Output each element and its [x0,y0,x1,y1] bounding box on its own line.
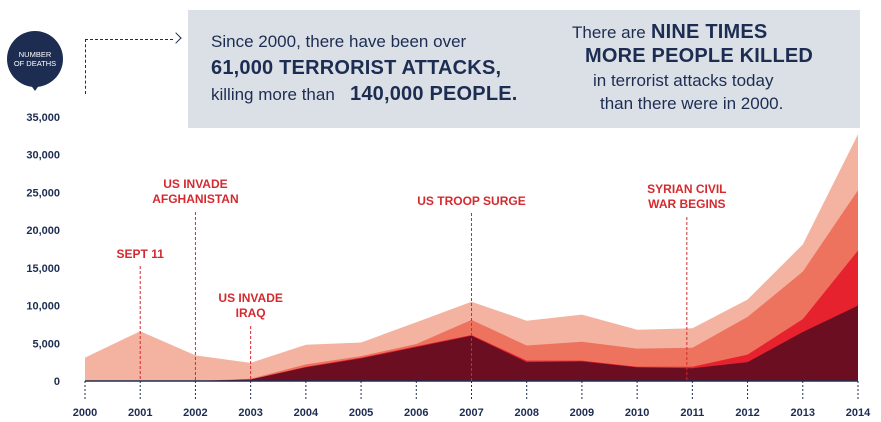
x-tick-label: 2012 [735,407,759,419]
annotation-label: US INVADE [163,177,227,191]
multiplier-nine-times: NINE TIMES [651,21,768,43]
multiplier-line-4: than there were in 2000. [600,94,784,113]
y-tick-label: 15,000 [26,263,60,275]
x-tick-label: 2007 [459,407,483,419]
annotation-label-line-2: AFGHANISTAN [152,192,238,206]
summary-deaths-count: 140,000 PEOPLE. [350,83,518,105]
deaths-multiplier-panel [540,10,860,128]
badge-pointer [30,84,40,91]
x-tick-label: 2014 [846,407,871,419]
x-tick-label: 2008 [514,407,538,419]
x-tick-label: 2001 [128,407,152,419]
multiplier-line-3: in terrorist attacks today [593,71,774,90]
x-tick-label: 2003 [238,407,262,419]
badge-line-2: OF DEATHS [13,59,57,68]
multiplier-more-people-killed: MORE PEOPLE KILLED [585,45,814,67]
y-tick-label: 10,000 [26,301,60,313]
x-tick-label: 2006 [404,407,428,419]
attacks-summary-panel [188,10,583,128]
y-tick-label: 25,000 [26,187,60,199]
y-tick-label: 20,000 [26,225,60,237]
x-tick-label: 2000 [73,407,97,419]
summary-line-1: Since 2000, there have been over [211,32,467,51]
x-tick-label: 2013 [791,407,815,419]
y-tick-label: 35,000 [26,112,60,124]
x-tick-label: 2005 [349,407,373,419]
summary-line-3: killing more than [211,85,335,104]
y-tick-label: 5,000 [32,338,60,350]
y-tick-label: 0 [54,376,60,388]
annotation-label-line-2: WAR BEGINS [648,197,725,211]
badge-line-1: NUMBER [18,50,52,59]
x-tick-label: 2009 [570,407,594,419]
x-tick-label: 2004 [294,407,319,419]
annotation-label: US INVADE [218,291,282,305]
x-tick-label: 2011 [680,407,704,419]
summary-attacks-count: 61,000 TERRORIST ATTACKS, [211,57,502,79]
y-axis-title-badge: NUMBER OF DEATHS [7,31,63,87]
y-tick-label: 30,000 [26,150,60,162]
pointer-line-horizontal [85,39,173,40]
annotation-label-line-2: IRAQ [236,306,266,320]
x-tick-label: 2002 [183,407,207,419]
pointer-line-vertical [85,39,86,94]
multiplier-line-1: There are [572,23,646,42]
annotation-label: US TROOP SURGE [417,194,525,208]
annotation-label: SEPT 11 [117,247,165,261]
annotation-label: SYRIAN CIVIL [647,182,726,196]
x-tick-label: 2010 [625,407,649,419]
